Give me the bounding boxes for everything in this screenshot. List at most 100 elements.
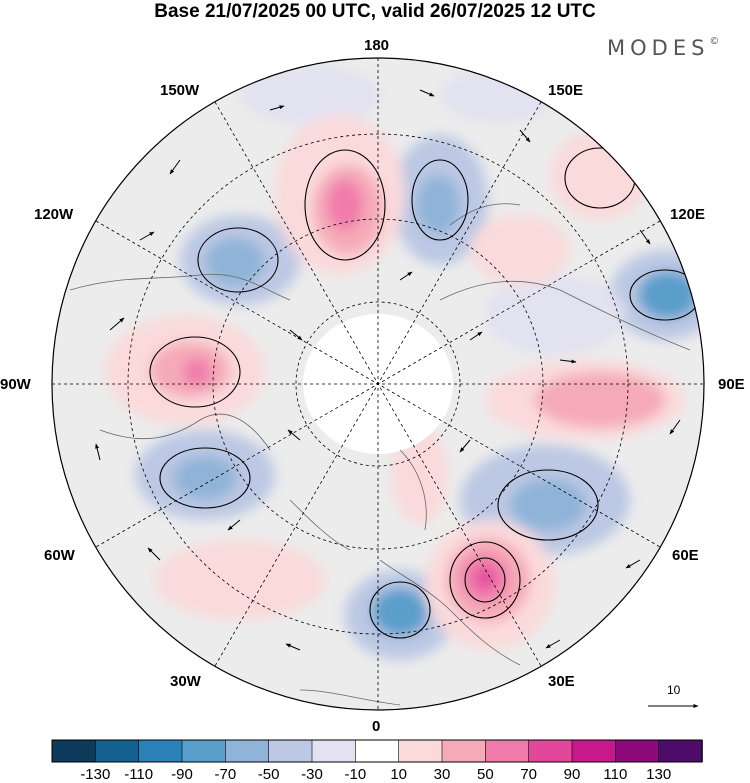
graticule: [52, 58, 704, 710]
coastline: [299, 689, 401, 706]
colorbar-swatch: [51, 739, 97, 763]
wind-vector: [625, 559, 641, 569]
colorbar-tick-label: -50: [257, 766, 280, 783]
coastline: [379, 559, 521, 666]
longitude-label-60e: 60E: [672, 547, 699, 564]
colorbar-swatch: [268, 739, 313, 763]
colorbar-tick-label: -130: [80, 766, 111, 783]
longitude-label-0: 0: [372, 718, 381, 735]
wind-vector: [469, 331, 483, 341]
positive-anomaly-max: [475, 568, 495, 588]
positive-anomaly: [392, 425, 448, 525]
wind-vector: [95, 443, 101, 461]
colorbar-swatch: [528, 739, 573, 763]
negative-anomaly-core: [372, 588, 428, 636]
colorbar-swatch: [355, 739, 400, 763]
positive-anomaly-peak: [327, 180, 363, 230]
colorbar-swatch: [95, 739, 140, 763]
wind-vectors: [95, 89, 681, 651]
colorbar-tick-label: -70: [214, 766, 237, 783]
colorbar-tick-label: 90: [563, 766, 581, 783]
wind-vector: [545, 639, 561, 649]
cyclonic-circulation: [449, 541, 521, 619]
positive-anomaly: [470, 215, 570, 285]
negative-anomaly-core: [638, 271, 698, 319]
wind-vector: [559, 359, 577, 364]
wind-vector: [147, 547, 161, 561]
colorbar-frame: [51, 739, 703, 763]
cyclonic-circulation: [369, 581, 431, 639]
wind-vector: [419, 89, 435, 97]
longitude-label-90e: 90E: [718, 376, 745, 393]
anticyclonic-circulation: [149, 336, 241, 408]
brand-name: MODES: [607, 36, 710, 60]
weak-negative-anomaly: [440, 67, 560, 123]
colorbar-swatch: [225, 739, 270, 763]
wind-vector: [139, 231, 155, 241]
negative-anomaly-core: [173, 456, 237, 500]
coastline: [69, 273, 291, 301]
wind-vector: [269, 105, 285, 111]
colorbar-swatch: [181, 739, 227, 763]
cyclonic-circulation: [497, 469, 599, 541]
longitude-label-30e: 30E: [548, 673, 575, 690]
coastline: [399, 449, 427, 531]
wind-vector: [639, 229, 651, 245]
wind-vector: [519, 129, 531, 143]
wind-vector: [109, 317, 125, 331]
colorbar-tick-label: -10: [344, 766, 367, 783]
colorbar-tick-label: 50: [476, 766, 494, 783]
colorbar-tick-label: 10: [390, 766, 407, 783]
copyright-mark: ©: [709, 36, 720, 47]
colorbar-swatch: [441, 739, 487, 763]
colorbar-tick-label: 30: [433, 766, 451, 783]
longitude-label-120e: 120E: [670, 206, 706, 223]
latitude-circle: [212, 218, 544, 550]
longitude-label-90w: 90W: [0, 376, 31, 393]
coastline: [449, 203, 521, 226]
positive-anomaly-peak: [183, 358, 211, 386]
wind-vector: [287, 429, 301, 441]
wind-vector: [227, 519, 241, 531]
colorbar-tick-label: 70: [520, 766, 537, 783]
longitude-label-150w: 150W: [160, 82, 200, 99]
colorbar-swatch: [311, 739, 357, 763]
colorbar-swatch: [615, 739, 660, 763]
colorbar-swatch: [485, 739, 530, 763]
colorbar-tick-label: -30: [301, 766, 323, 783]
wind-vector: [169, 159, 181, 175]
coastline: [99, 413, 271, 451]
colorbar-swatch: [398, 739, 443, 763]
map-title: Base 21/07/2025 00 UTC, valid 26/07/2025…: [154, 1, 596, 22]
colorbar: [51, 739, 703, 763]
longitude-label-30w: 30W: [170, 673, 201, 690]
streamlines: [149, 147, 701, 639]
colorbar-swatch: [138, 739, 183, 763]
longitude-label-180: 180: [364, 37, 390, 54]
longitude-label-120w: 120W: [34, 206, 74, 223]
negative-anomaly-core: [205, 238, 265, 286]
weak-negative-anomaly: [485, 275, 625, 355]
brand-logo: MODES©: [607, 36, 719, 60]
wind-vector: [459, 439, 471, 453]
wind-vector: [669, 419, 681, 435]
coastline: [289, 499, 351, 551]
wind-vector: [285, 643, 301, 651]
wind-vector: [289, 329, 303, 341]
longitude-label-150e: 150E: [548, 82, 584, 99]
weak-negative-anomaly: [240, 65, 380, 125]
cyclonic-circulation: [159, 447, 251, 509]
coastline: [439, 280, 691, 351]
cyclonic-circulation: [464, 557, 506, 603]
cyclonic-circulation: [197, 227, 279, 293]
positive-anomaly-core: [535, 372, 665, 428]
meridian-120: [95, 220, 661, 548]
map-boundary: [51, 57, 705, 711]
anticyclonic-circulation: [304, 149, 386, 261]
reference-vector-label: 10: [667, 683, 681, 697]
wind-vector: [399, 271, 413, 281]
colorbar-tick-label: -110: [124, 766, 154, 783]
colorbar-swatch: [658, 739, 703, 763]
longitude-label-60w: 60W: [44, 547, 75, 564]
colorbar-swatch: [571, 739, 617, 763]
